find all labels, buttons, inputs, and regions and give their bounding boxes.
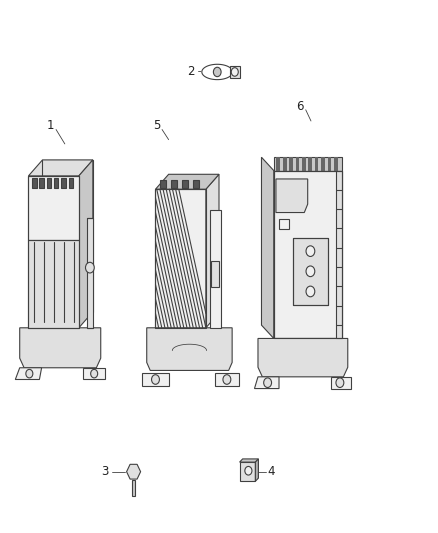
Bar xyxy=(289,157,293,171)
Bar xyxy=(170,180,177,188)
Circle shape xyxy=(264,378,272,387)
Polygon shape xyxy=(331,377,351,389)
Bar xyxy=(46,178,51,188)
Polygon shape xyxy=(202,64,233,79)
Polygon shape xyxy=(28,240,79,328)
Polygon shape xyxy=(20,328,101,368)
Polygon shape xyxy=(28,176,79,240)
Polygon shape xyxy=(28,160,93,176)
Polygon shape xyxy=(83,368,105,379)
Bar xyxy=(334,157,338,171)
Bar xyxy=(132,480,135,496)
Polygon shape xyxy=(254,377,279,389)
Bar xyxy=(336,171,342,338)
Bar xyxy=(32,178,36,188)
Polygon shape xyxy=(258,338,348,377)
Bar xyxy=(39,178,44,188)
Bar xyxy=(193,180,199,188)
Polygon shape xyxy=(155,189,206,328)
Bar xyxy=(279,219,289,229)
Polygon shape xyxy=(255,459,258,481)
Polygon shape xyxy=(274,157,342,171)
Circle shape xyxy=(91,369,98,378)
Circle shape xyxy=(306,266,315,277)
Text: 5: 5 xyxy=(153,119,160,132)
Bar xyxy=(211,261,219,287)
Polygon shape xyxy=(127,464,141,479)
Bar xyxy=(276,157,280,171)
Polygon shape xyxy=(206,174,219,328)
Polygon shape xyxy=(155,174,219,189)
Text: 4: 4 xyxy=(268,465,276,478)
Bar xyxy=(61,178,66,188)
Circle shape xyxy=(306,246,315,256)
Polygon shape xyxy=(240,459,258,462)
Bar xyxy=(315,157,318,171)
Text: 1: 1 xyxy=(46,119,54,132)
Circle shape xyxy=(85,262,94,273)
Bar xyxy=(54,178,58,188)
Bar xyxy=(302,157,306,171)
Text: 2: 2 xyxy=(187,65,194,78)
Polygon shape xyxy=(215,373,239,386)
Circle shape xyxy=(336,378,344,387)
Circle shape xyxy=(26,369,33,378)
Polygon shape xyxy=(261,157,274,338)
Polygon shape xyxy=(147,328,232,370)
Polygon shape xyxy=(276,179,307,213)
Bar xyxy=(308,157,312,171)
Text: 3: 3 xyxy=(102,465,109,478)
Polygon shape xyxy=(230,66,240,78)
Bar xyxy=(87,219,92,328)
Bar xyxy=(182,180,188,188)
Polygon shape xyxy=(79,160,93,328)
Polygon shape xyxy=(274,171,342,338)
Bar xyxy=(68,178,73,188)
Bar xyxy=(321,157,325,171)
Bar xyxy=(283,157,286,171)
Polygon shape xyxy=(142,373,169,386)
Polygon shape xyxy=(15,368,42,379)
Circle shape xyxy=(152,375,159,384)
Circle shape xyxy=(213,67,221,77)
Bar xyxy=(159,180,166,188)
Bar xyxy=(240,462,255,481)
Circle shape xyxy=(231,68,238,76)
Text: 6: 6 xyxy=(296,100,304,113)
Bar xyxy=(210,210,221,328)
Polygon shape xyxy=(293,238,328,305)
Bar xyxy=(296,157,299,171)
Bar xyxy=(328,157,331,171)
Circle shape xyxy=(223,375,231,384)
Circle shape xyxy=(306,286,315,297)
Circle shape xyxy=(245,466,252,475)
